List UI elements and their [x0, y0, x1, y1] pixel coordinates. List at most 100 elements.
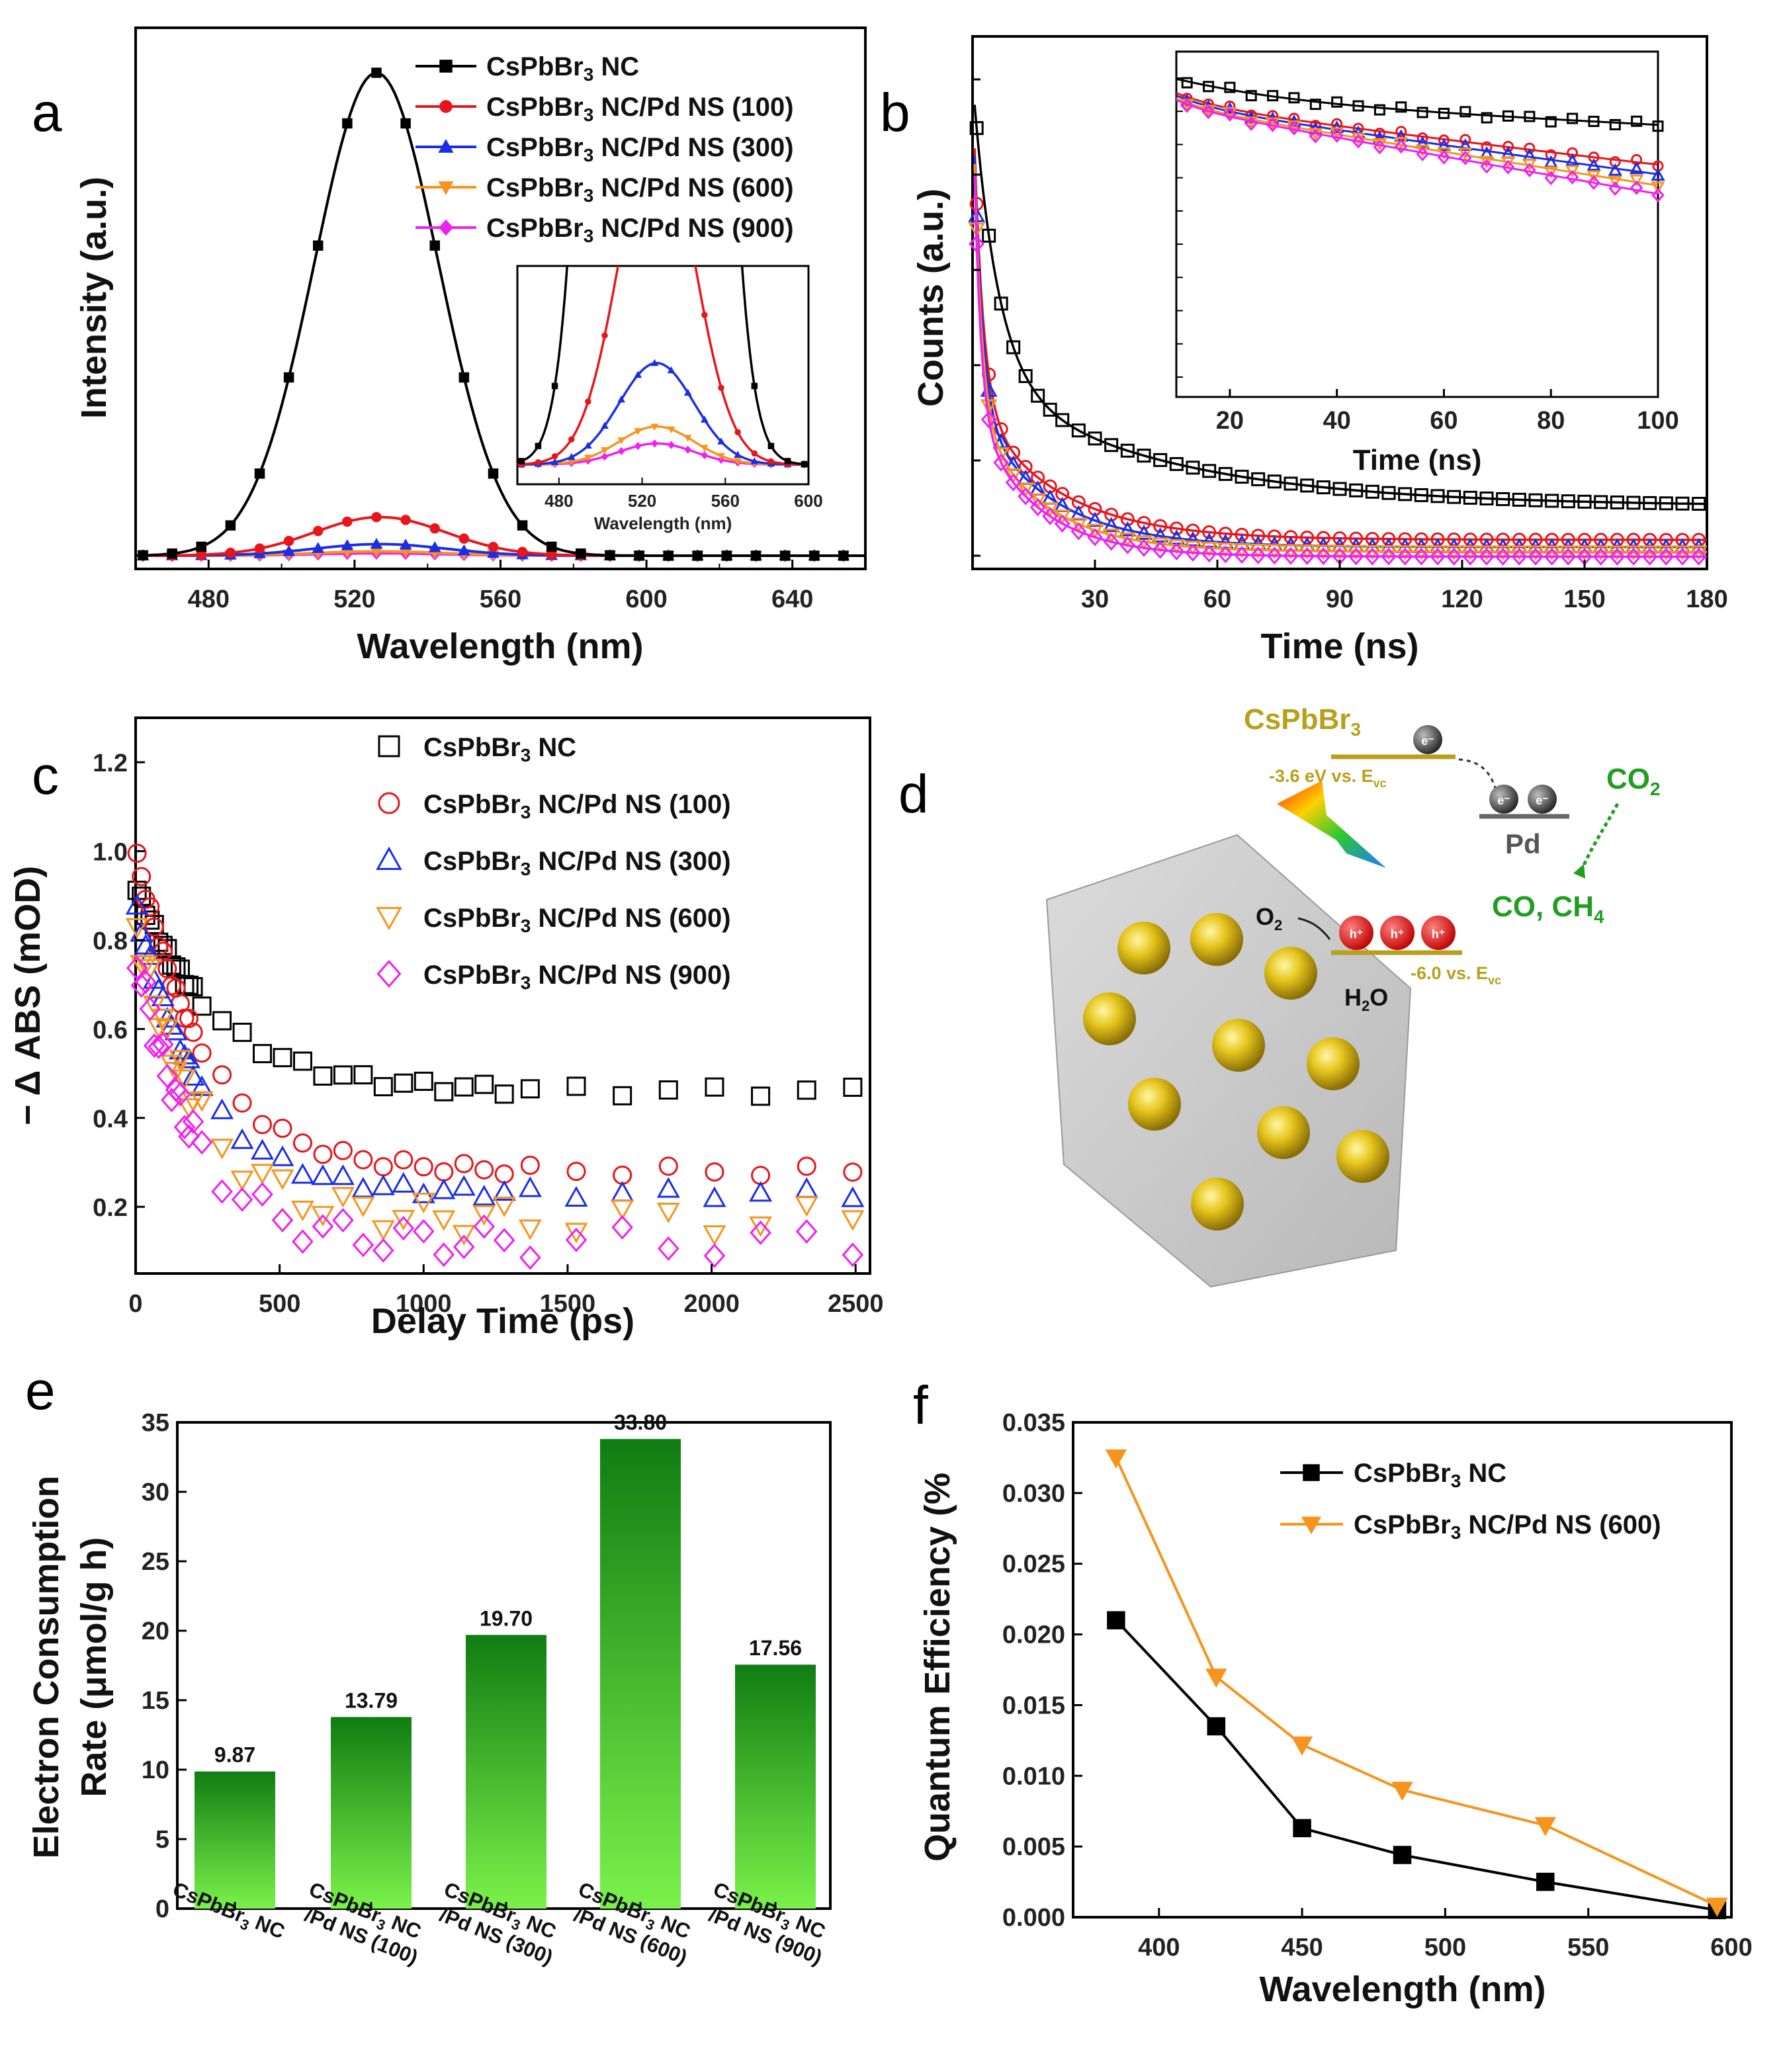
decay-point	[1659, 496, 1673, 511]
decay-point	[1119, 532, 1137, 548]
inset-point	[1309, 99, 1321, 110]
co2-reduction-arrow	[1579, 802, 1620, 873]
tas-point	[843, 1162, 863, 1182]
legend-marker	[438, 181, 454, 195]
tas-point	[177, 1047, 201, 1068]
tas-point	[152, 1032, 174, 1057]
data-point	[487, 546, 500, 558]
legend-label: CsPbBr3 NC	[1354, 1459, 1506, 1491]
electron-symbol: e⁻	[1536, 794, 1549, 807]
decay-point	[1119, 521, 1137, 537]
data-point	[400, 118, 411, 129]
tas-point	[797, 1080, 816, 1100]
tas-point	[155, 1019, 179, 1041]
decay-point	[1316, 480, 1330, 495]
legend-marker	[376, 907, 402, 931]
decay-point	[1251, 472, 1266, 486]
inset-point	[1287, 120, 1301, 136]
tas-point	[271, 1207, 294, 1232]
tas-point	[125, 894, 149, 915]
tas-point	[749, 1181, 773, 1202]
tas-point	[452, 1175, 476, 1196]
electron-icon	[1413, 725, 1442, 754]
inset-point	[634, 370, 642, 378]
panel-label-a: a	[32, 83, 62, 143]
panel-c-data	[125, 843, 865, 1270]
inset-point	[1373, 140, 1387, 155]
tas-point	[795, 1196, 818, 1217]
decay-point	[1690, 547, 1707, 566]
x-tick-label: 1500	[540, 1290, 596, 1318]
panel-a-inset-curves	[517, 266, 808, 469]
tas-point	[190, 1091, 214, 1112]
inset-point	[650, 359, 659, 367]
inset-point	[1438, 107, 1450, 119]
inset-point	[1502, 140, 1514, 152]
tas-point	[611, 1199, 634, 1221]
inset-point	[667, 366, 675, 374]
inset-point	[1416, 107, 1428, 118]
decay-point	[1267, 529, 1282, 544]
decay-point	[1266, 546, 1283, 565]
nanocrystal-ball	[1212, 1019, 1265, 1072]
decay-point	[1153, 519, 1168, 533]
decay-point	[969, 121, 984, 136]
tas-point	[432, 1178, 456, 1199]
decay-point	[1041, 502, 1059, 518]
oxidation-arrow	[1297, 917, 1331, 940]
tas-point	[125, 918, 149, 939]
inset-point	[551, 382, 558, 390]
decay-point	[1043, 402, 1057, 417]
data-point	[342, 118, 353, 129]
x-tick-label: 1000	[396, 1290, 452, 1318]
panel-b-ticks: 30 60 90 120 150 180	[973, 78, 1728, 613]
data-point	[458, 544, 470, 556]
tas-point	[492, 1180, 516, 1201]
decay-point	[1087, 528, 1103, 546]
y-tick-label: 0.035	[1002, 1409, 1065, 1437]
decay-point	[1088, 431, 1102, 446]
x-tick-label: 400	[1138, 1934, 1180, 1962]
tas-point	[434, 1162, 454, 1182]
tas-point	[253, 1115, 273, 1135]
inset-spectrum-line	[517, 361, 808, 466]
y-tick-label: 1.0	[93, 839, 128, 867]
decay-point	[1169, 456, 1184, 471]
tas-point	[657, 1236, 679, 1261]
tas-point	[290, 1200, 314, 1222]
y-tick-label: 0.020	[1002, 1621, 1065, 1649]
decay-point	[1528, 493, 1543, 507]
panel-label-f: f	[913, 1375, 928, 1436]
inset-point	[1245, 90, 1257, 102]
x-tick-label: 520	[333, 585, 375, 613]
qe-line	[1115, 1619, 1718, 1912]
data-point	[750, 550, 762, 561]
decay-point	[1414, 532, 1428, 546]
decay-point	[1004, 468, 1022, 484]
data-point	[663, 550, 674, 561]
tas-point	[394, 1073, 414, 1093]
tas-point	[179, 1009, 199, 1029]
nanocrystal-ball	[1264, 947, 1317, 1000]
decay-point	[1511, 547, 1528, 566]
decay-point	[1692, 497, 1706, 511]
inset-point	[1522, 159, 1537, 171]
tas-point	[474, 1074, 494, 1094]
decay-point	[1463, 490, 1477, 505]
inset-point	[767, 458, 775, 465]
decay-point	[1479, 491, 1494, 505]
decay-point	[1102, 517, 1120, 533]
legend-label: CsPbBr3 NC/Pd NS (100)	[423, 790, 731, 822]
qe-point	[1706, 1897, 1728, 1917]
bar	[600, 1439, 681, 1909]
decay-point	[1186, 460, 1200, 475]
panel-b-inset-xlabel: Time (ns)	[1353, 444, 1482, 476]
decay-point	[1135, 535, 1153, 551]
tas-point	[251, 1182, 273, 1207]
tas-point	[333, 1141, 353, 1160]
tas-point	[313, 1144, 333, 1164]
bar-value-label: 17.56	[749, 1636, 802, 1660]
inset-point	[1587, 175, 1600, 191]
y-tick-label: 0.4	[93, 1105, 128, 1133]
data-point	[488, 468, 499, 479]
